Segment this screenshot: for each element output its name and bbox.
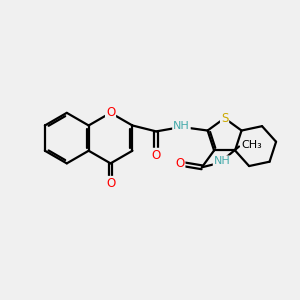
Text: CH₃: CH₃ bbox=[242, 140, 262, 150]
Text: NH: NH bbox=[214, 156, 230, 167]
Text: O: O bbox=[106, 106, 115, 119]
Text: O: O bbox=[152, 149, 161, 162]
Text: S: S bbox=[221, 112, 228, 125]
Text: O: O bbox=[175, 157, 184, 170]
Text: O: O bbox=[106, 177, 115, 190]
Text: NH: NH bbox=[173, 122, 190, 131]
